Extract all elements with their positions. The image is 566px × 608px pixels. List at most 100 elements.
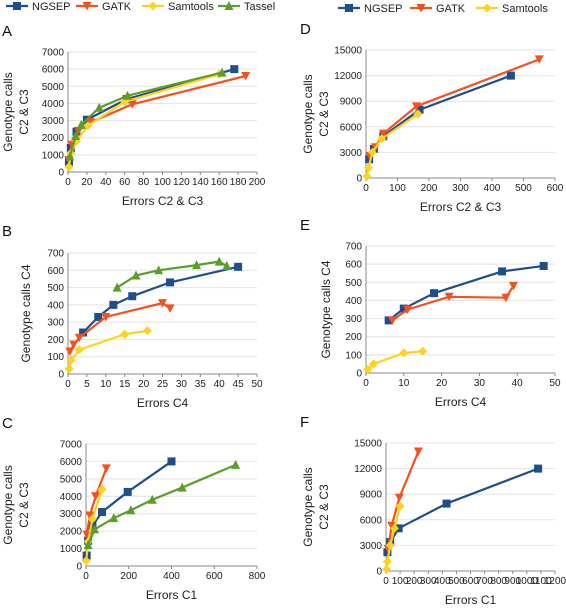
series-line-gatk xyxy=(68,302,171,353)
x-tick-label: 1000 xyxy=(516,576,539,587)
y-tick-label: 6000 xyxy=(340,122,363,133)
series-ngsep xyxy=(384,261,548,325)
data-point-tassel xyxy=(222,260,232,270)
data-point-tassel xyxy=(214,256,224,266)
y-tick-label: 12000 xyxy=(354,464,382,475)
x-tick-label: 400 xyxy=(434,576,451,587)
data-point-samtools xyxy=(377,134,387,144)
x-tick-label: 25 xyxy=(157,379,169,390)
series-ngsep xyxy=(79,262,243,337)
x-axis-label: Errors C4 xyxy=(137,396,189,410)
y-tick-label: 6000 xyxy=(60,457,83,468)
y-axis-label: Genotype calls C4 xyxy=(319,260,333,358)
data-point-samtools xyxy=(413,109,423,119)
series-line-tassel xyxy=(68,71,223,157)
data-point-ngsep xyxy=(230,65,239,74)
series-line-ngsep xyxy=(368,74,512,160)
y-axis-label: Genotype calls C4 xyxy=(19,264,33,362)
x-tick-label: 200 xyxy=(120,571,137,582)
legend-item-gatk: GATK xyxy=(76,1,132,13)
legend-label: GATK xyxy=(436,3,466,15)
x-tick-label: 60 xyxy=(119,177,131,188)
data-point-ngsep xyxy=(399,304,408,313)
x-tick-label: 200 xyxy=(421,183,438,194)
y-axis-label: C2 & C3 xyxy=(17,89,31,135)
series-gatk xyxy=(65,299,175,357)
data-point-gatk xyxy=(444,292,454,302)
data-point-samtools xyxy=(81,556,91,566)
data-point-samtools xyxy=(389,523,399,533)
data-point-gatk xyxy=(411,102,421,111)
y-tick-label: 0 xyxy=(58,168,64,179)
data-point-ngsep xyxy=(79,328,88,337)
x-tick-label: 800 xyxy=(249,571,266,582)
legend-right: NGSEP GATK Samtools xyxy=(338,3,548,15)
data-point-samtools xyxy=(382,557,392,567)
data-point-samtools xyxy=(64,364,74,374)
data-point-samtools xyxy=(418,346,428,356)
panel-letter: C xyxy=(2,415,13,432)
x-tick-label: 500 xyxy=(515,183,532,194)
y-axis-label: Genotype calls xyxy=(301,467,315,546)
x-tick-label: 20 xyxy=(81,177,93,188)
y-tick-label: 7000 xyxy=(42,48,65,59)
data-point-tassel xyxy=(90,524,100,534)
x-tick-label: 35 xyxy=(195,379,207,390)
data-point-gatk xyxy=(65,347,75,357)
data-point-samtools xyxy=(64,162,74,172)
data-point-gatk xyxy=(85,511,95,520)
data-point-samtools xyxy=(381,564,391,574)
data-point-ngsep xyxy=(498,267,507,276)
y-tick-label: 600 xyxy=(47,266,64,277)
data-point-tassel xyxy=(71,131,81,140)
series-line-gatk xyxy=(387,451,420,549)
data-point-gatk xyxy=(241,72,251,81)
data-point-ngsep xyxy=(539,261,548,270)
y-tick-label: 600 xyxy=(345,260,362,271)
series-line-ngsep xyxy=(386,467,539,553)
legend-item-samtools: Samtools xyxy=(476,3,548,15)
y-axis-label: C2 & C3 xyxy=(317,484,331,530)
x-tick-label: 500 xyxy=(448,576,465,587)
x-tick-label: 40 xyxy=(512,378,524,389)
x-tick-label: 40 xyxy=(100,177,112,188)
legend-item-ngsep: NGSEP xyxy=(338,3,403,15)
x-tick-label: 15 xyxy=(119,379,131,390)
x-tick-label: 100 xyxy=(154,177,171,188)
data-point-samtools xyxy=(74,345,84,355)
data-point-gatk xyxy=(158,299,167,308)
legend-label: Samtools xyxy=(502,3,548,15)
legend-label: Samtools xyxy=(168,1,214,13)
data-point-samtools xyxy=(362,171,372,181)
data-point-samtools xyxy=(364,163,374,173)
legend-marker xyxy=(148,1,158,11)
series-line-gatk xyxy=(85,468,108,535)
x-tick-label: 900 xyxy=(504,576,521,587)
data-point-samtools xyxy=(367,147,377,157)
y-tick-label: 6000 xyxy=(360,515,383,526)
y-tick-label: 400 xyxy=(345,296,362,307)
x-tick-label: 10 xyxy=(100,379,112,390)
data-point-ngsep xyxy=(442,499,451,508)
data-point-gatk xyxy=(413,447,423,457)
chart-b: 0 100 200 300 400 500 600 700 0 5 10 15 20 25 30 35 40 45… xyxy=(2,223,263,410)
data-point-ngsep xyxy=(365,155,374,164)
y-tick-label: 15000 xyxy=(354,439,382,450)
legend-marker xyxy=(13,2,21,10)
legend-label: NGSEP xyxy=(364,3,403,15)
data-point-gatk xyxy=(501,293,511,303)
data-point-ngsep xyxy=(384,316,393,325)
x-axis-label: Errors C2 & C3 xyxy=(420,200,502,214)
series-line-gatk xyxy=(391,285,515,322)
y-tick-label: 0 xyxy=(376,567,382,578)
data-point-samtools xyxy=(142,326,152,336)
data-point-tassel xyxy=(192,260,202,270)
x-tick-label: 0 xyxy=(363,183,369,194)
data-point-samtools xyxy=(120,329,130,339)
data-point-tassel xyxy=(109,513,119,523)
y-tick-label: 0 xyxy=(356,174,362,185)
data-point-samtools xyxy=(399,348,409,358)
legend-label: Tassel xyxy=(244,1,275,13)
legend-item-samtools: Samtools xyxy=(142,1,214,13)
legend-marker xyxy=(82,2,92,11)
